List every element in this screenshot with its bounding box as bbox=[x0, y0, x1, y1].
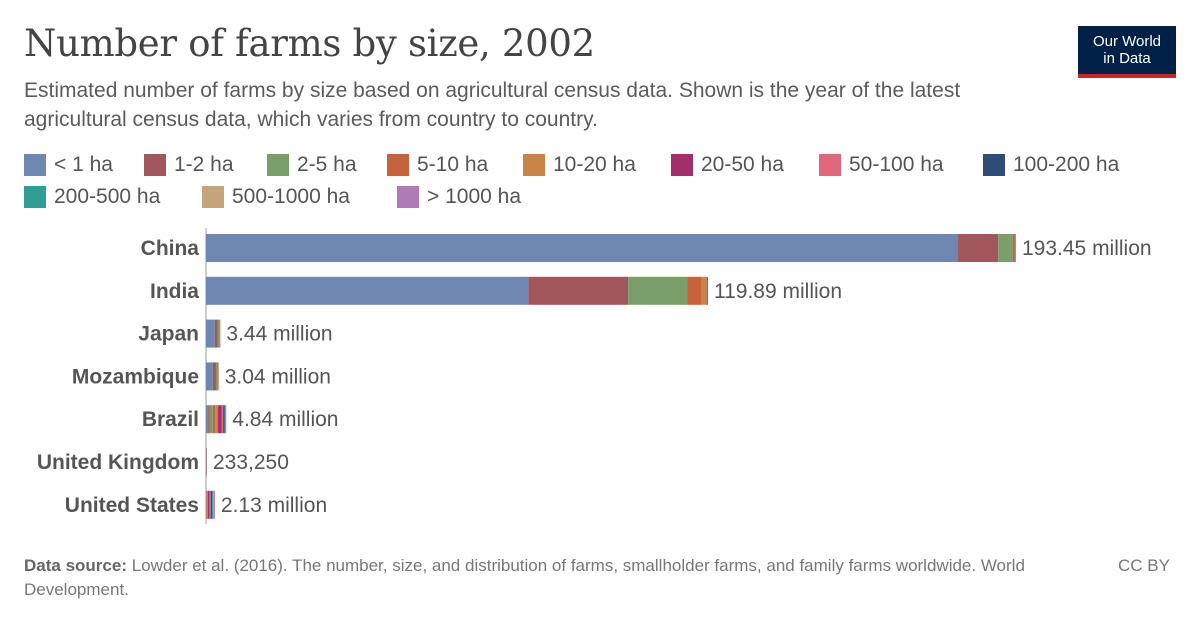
legend-label: 5-10 ha bbox=[417, 153, 489, 176]
logo-line-2: in Data bbox=[1103, 50, 1151, 67]
owid-logo[interactable]: Our World in Data bbox=[1078, 26, 1176, 78]
legend-swatch bbox=[267, 154, 289, 176]
legend-item[interactable]: 1-2 ha bbox=[144, 152, 234, 178]
bar-segment[interactable] bbox=[209, 490, 211, 519]
legend-item[interactable]: 20-50 ha bbox=[671, 152, 784, 178]
bar-segment[interactable] bbox=[706, 276, 708, 305]
bar-segment[interactable] bbox=[206, 362, 213, 391]
bar-segment[interactable] bbox=[207, 490, 210, 519]
legend-swatch bbox=[202, 186, 224, 208]
legend-swatch bbox=[671, 154, 693, 176]
chart-title: Number of farms by size, 2002 bbox=[24, 22, 595, 65]
legend-swatch bbox=[144, 154, 166, 176]
legend-label: 2-5 ha bbox=[297, 153, 357, 176]
total-value-label: 3.04 million bbox=[225, 365, 331, 388]
bar-segment[interactable] bbox=[212, 362, 216, 391]
category-label: Japan bbox=[138, 323, 199, 346]
legend-item[interactable]: 10-20 ha bbox=[523, 152, 636, 178]
bar-segment[interactable] bbox=[687, 276, 702, 305]
legend-label: < 1 ha bbox=[54, 153, 113, 176]
legend-swatch bbox=[397, 186, 419, 208]
legend-label: 100-200 ha bbox=[1013, 153, 1120, 176]
category-label: United States bbox=[65, 494, 199, 517]
total-value-label: 233,250 bbox=[213, 451, 289, 474]
legend-item[interactable]: 2-5 ha bbox=[267, 152, 357, 178]
legend-item[interactable]: < 1 ha bbox=[24, 152, 113, 178]
bar-segment[interactable] bbox=[209, 405, 213, 434]
bar-segment[interactable] bbox=[206, 319, 215, 348]
license-link[interactable]: CC BY bbox=[1118, 556, 1170, 575]
legend-label: 1-2 ha bbox=[174, 153, 234, 176]
legend-item[interactable]: > 1000 ha bbox=[397, 184, 521, 210]
data-source-text: Lowder et al. (2016). The number, size, … bbox=[24, 556, 1025, 599]
total-value-label: 4.84 million bbox=[232, 408, 338, 431]
bar-segment[interactable] bbox=[214, 319, 218, 348]
legend-item[interactable]: 5-10 ha bbox=[387, 152, 488, 178]
total-value-label: 193.45 million bbox=[1022, 237, 1152, 260]
bar-segment[interactable] bbox=[1012, 234, 1015, 262]
total-value-label: 3.44 million bbox=[226, 323, 332, 346]
legend-swatch bbox=[24, 154, 46, 176]
category-label: United Kingdom bbox=[37, 451, 199, 474]
legend-item[interactable]: 200-500 ha bbox=[24, 184, 160, 210]
legend-swatch bbox=[387, 154, 409, 176]
legend-swatch bbox=[24, 186, 46, 208]
chart-subtitle: Estimated number of farms by size based … bbox=[24, 79, 961, 131]
legend-label: 50-100 ha bbox=[849, 153, 944, 176]
data-source-label: Data source: bbox=[24, 556, 127, 575]
legend-label: 200-500 ha bbox=[54, 185, 161, 208]
bar-segment[interactable] bbox=[208, 405, 210, 434]
bar-segment[interactable] bbox=[218, 405, 222, 434]
bar-segment[interactable] bbox=[528, 276, 629, 305]
bar-segment[interactable] bbox=[217, 319, 220, 348]
data-source: Data source: Lowder et al. (2016). The n… bbox=[24, 554, 1084, 602]
legend-swatch bbox=[983, 154, 1005, 176]
legend-label: 10-20 ha bbox=[553, 153, 636, 176]
bar-segment[interactable] bbox=[958, 234, 999, 262]
category-label: China bbox=[141, 237, 200, 260]
total-value-label: 119.89 million bbox=[714, 280, 842, 303]
category-label: Mozambique bbox=[72, 365, 199, 388]
category-label: India bbox=[150, 280, 199, 303]
bar-segment[interactable] bbox=[206, 234, 959, 262]
legend-item[interactable]: 50-100 ha bbox=[819, 152, 944, 178]
bar-segment[interactable] bbox=[206, 276, 529, 305]
category-label: Brazil bbox=[142, 408, 199, 431]
bar-segment[interactable] bbox=[212, 405, 216, 434]
legend-item[interactable]: 500-1000 ha bbox=[202, 184, 350, 210]
bar-segment[interactable] bbox=[219, 319, 220, 348]
bar-segment[interactable] bbox=[221, 405, 224, 434]
bar-segment[interactable] bbox=[213, 490, 214, 519]
bar-segment[interactable] bbox=[1014, 234, 1016, 262]
bar-segment[interactable] bbox=[998, 234, 1013, 262]
bar-segment[interactable] bbox=[212, 490, 214, 519]
bar-segment[interactable] bbox=[223, 405, 225, 434]
bar-segment[interactable] bbox=[224, 405, 226, 434]
legend-swatch bbox=[819, 154, 841, 176]
legend-item[interactable]: 100-200 ha bbox=[983, 152, 1119, 178]
bar-segment[interactable] bbox=[215, 362, 219, 391]
bar-segment[interactable] bbox=[701, 276, 707, 305]
bar-segment[interactable] bbox=[210, 490, 213, 519]
bar-segment[interactable] bbox=[206, 405, 209, 434]
logo-line-1: Our World bbox=[1092, 33, 1162, 50]
bar-segment[interactable] bbox=[206, 490, 208, 519]
stacked-bar-chart: China 193.45 million India 119.89 million Ja… bbox=[37, 228, 1152, 524]
bar-segment[interactable] bbox=[215, 405, 219, 434]
legend-label: 500-1000 ha bbox=[232, 185, 350, 208]
bar-segment[interactable] bbox=[213, 490, 215, 519]
bar-segment[interactable] bbox=[628, 276, 688, 305]
legend-swatch bbox=[523, 154, 545, 176]
legend-label: 20-50 ha bbox=[701, 153, 784, 176]
legend-label: > 1000 ha bbox=[427, 185, 522, 208]
total-value-label: 2.13 million bbox=[221, 494, 327, 517]
